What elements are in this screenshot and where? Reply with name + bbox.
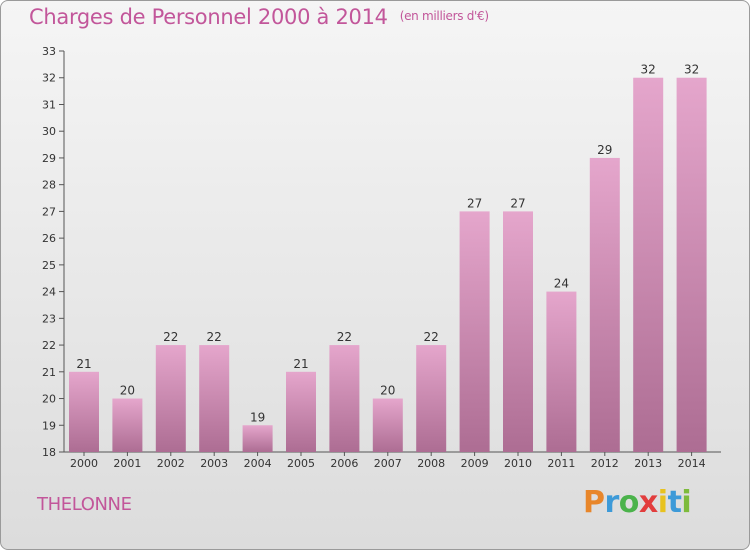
y-tick-label: 18	[42, 446, 56, 459]
bar	[199, 345, 230, 452]
bar	[329, 345, 360, 452]
y-tick-label: 22	[42, 339, 56, 352]
chart-title-text: Charges de Personnel 2000 à 2014	[29, 5, 388, 29]
bar	[459, 211, 490, 452]
bar	[69, 371, 99, 452]
y-tick-label: 24	[42, 286, 56, 299]
x-tick-label: 2000	[70, 457, 98, 470]
y-tick-label: 26	[42, 232, 56, 245]
bar-value-label: 29	[597, 143, 612, 157]
y-tick-label: 31	[42, 98, 56, 111]
x-tick-label: 2002	[157, 457, 185, 470]
y-tick-label: 33	[42, 45, 56, 58]
bar-value-label: 32	[641, 63, 656, 77]
x-tick-label: 2009	[461, 457, 489, 470]
bar	[676, 77, 707, 452]
x-tick-label: 2005	[287, 457, 315, 470]
bar-value-label: 24	[554, 277, 569, 291]
y-tick-label: 27	[42, 205, 56, 218]
y-tick-label: 28	[42, 179, 56, 192]
bar-value-label: 22	[207, 330, 222, 344]
bar	[286, 371, 316, 452]
y-tick-label: 23	[42, 312, 56, 325]
y-tick-label: 19	[42, 419, 56, 432]
bar	[416, 345, 447, 452]
x-tick-label: 2007	[374, 457, 402, 470]
y-tick-label: 32	[42, 72, 56, 85]
x-tick-label: 2008	[417, 457, 445, 470]
logo-letter: t	[667, 485, 682, 520]
bar	[372, 398, 403, 452]
x-tick-label: 2013	[634, 457, 662, 470]
logo-letter: x	[638, 485, 658, 520]
bar	[242, 425, 273, 452]
bar-value-label: 27	[510, 196, 525, 210]
x-tick-label: 2014	[678, 457, 706, 470]
bar-value-label: 22	[337, 330, 352, 344]
x-tick-label: 2006	[330, 457, 358, 470]
bar-value-label: 27	[467, 196, 482, 210]
logo-letter: P	[583, 485, 605, 520]
bar-value-label: 20	[380, 384, 395, 398]
proxiti-logo: Proxiti	[583, 485, 692, 520]
bar-value-label: 20	[120, 384, 135, 398]
logo-letter: i	[681, 485, 692, 520]
x-tick-label: 2012	[591, 457, 619, 470]
logo-letter: r	[604, 485, 620, 520]
bar-value-label: 22	[424, 330, 439, 344]
logo-letter: o	[618, 485, 640, 520]
y-tick-label: 29	[42, 152, 56, 165]
y-tick-label: 20	[42, 393, 56, 406]
commune-name: THELONNE	[37, 494, 132, 515]
y-tick-label: 25	[42, 259, 56, 272]
bar	[503, 211, 533, 452]
chart-unit: (en milliers d'€)	[399, 9, 489, 23]
y-tick-label: 30	[42, 125, 56, 138]
bar	[589, 157, 620, 452]
bar-value-label: 21	[293, 357, 308, 371]
x-tick-label: 2004	[244, 457, 272, 470]
bar-value-label: 32	[684, 63, 699, 77]
chart-title: Charges de Personnel 2000 à 2014 (en mill…	[29, 5, 489, 29]
bar	[112, 398, 143, 452]
x-tick-label: 2001	[113, 457, 141, 470]
x-tick-label: 2003	[200, 457, 228, 470]
bar-value-label: 22	[163, 330, 178, 344]
bar	[155, 345, 186, 452]
bar	[633, 77, 664, 452]
x-tick-label: 2010	[504, 457, 532, 470]
x-tick-label: 2011	[547, 457, 575, 470]
bar-value-label: 19	[250, 410, 265, 424]
y-tick-label: 21	[42, 366, 56, 379]
logo-letter: i	[657, 485, 668, 520]
bar-value-label: 21	[76, 357, 91, 371]
bar	[546, 291, 577, 452]
